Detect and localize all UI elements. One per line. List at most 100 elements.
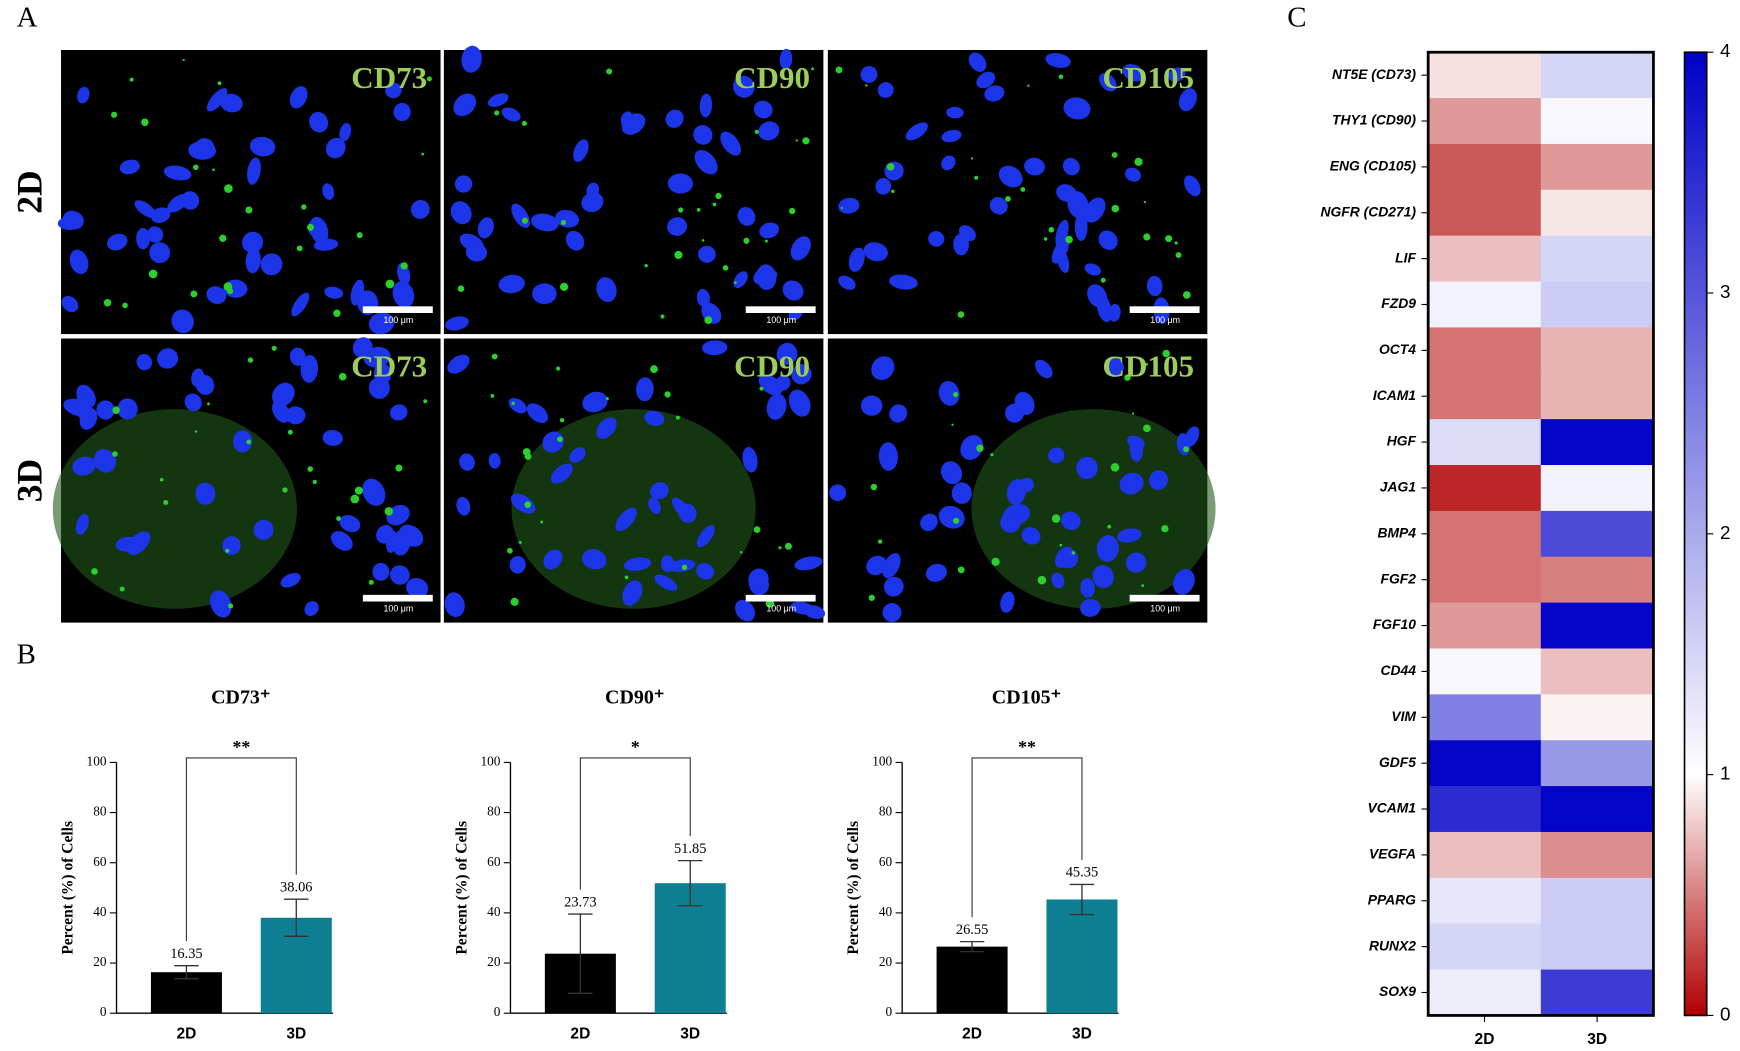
nucleus: [693, 125, 713, 145]
nucleus: [698, 245, 716, 263]
value-label: 23.73: [564, 894, 596, 910]
error-bar: [678, 859, 703, 907]
heatmap-cell: [1540, 52, 1654, 99]
heatmap-cell: [1428, 510, 1542, 558]
marker-signal: [224, 184, 233, 193]
nucleus: [272, 382, 295, 407]
marker-signal: [1110, 463, 1120, 472]
marker-signal: [193, 164, 199, 171]
nucleus: [309, 216, 329, 244]
nucleus: [1018, 477, 1035, 493]
x-tick-label: 3D: [286, 1025, 306, 1042]
scale-bar: [1129, 306, 1200, 313]
nucleus: [650, 482, 669, 500]
marker-signal: [1174, 241, 1178, 245]
marker-signal: [970, 157, 974, 160]
nucleus: [860, 65, 878, 83]
y-tick-label: 0: [100, 1004, 107, 1019]
marker-signal: [312, 479, 317, 485]
gene-label: PPARG: [1368, 891, 1416, 907]
marker-label: CD90: [734, 349, 810, 384]
nucleus: [410, 199, 430, 219]
nucleus: [1168, 67, 1186, 82]
nucleus: [171, 309, 194, 334]
y-tick-label: 20: [487, 954, 501, 969]
gene-label: SOX9: [1379, 983, 1416, 999]
marker-signal: [354, 486, 363, 495]
nucleus: [699, 93, 713, 118]
nucleus: [405, 578, 429, 598]
nucleus: [1084, 197, 1106, 223]
marker-signal: [91, 568, 98, 575]
heatmap-cell: [1428, 602, 1542, 650]
nucleus: [289, 86, 308, 109]
y-axis-label: Percent (%) of Cells: [453, 821, 470, 955]
marker-signal: [194, 430, 198, 433]
nucleus: [393, 102, 411, 122]
nucleus: [465, 243, 488, 262]
y-tick-label: 60: [93, 854, 107, 869]
marker-signal: [811, 67, 815, 71]
nucleus: [941, 129, 962, 143]
value-label: 16.35: [170, 946, 202, 962]
heatmap-frame: [1426, 50, 1655, 1017]
chart-title: CD105⁺: [992, 687, 1061, 709]
nucleus: [1076, 456, 1098, 480]
nucleus: [195, 482, 216, 505]
nucleus: [498, 274, 525, 294]
nucleus: [309, 111, 329, 133]
marker-signal: [1183, 446, 1189, 453]
y-tick-label: 40: [879, 904, 893, 919]
marker-signal: [159, 477, 164, 482]
significance-label: *: [631, 737, 640, 757]
marker-signal: [1143, 233, 1151, 241]
nucleus: [126, 531, 151, 555]
nucleus: [889, 274, 918, 290]
scale-bar-label: 100 μm: [766, 604, 796, 614]
heatmap-cell: [1428, 923, 1542, 971]
nucleus: [1124, 167, 1141, 182]
heatmap-cell: [1540, 694, 1654, 741]
marker-signal: [953, 517, 960, 524]
nucleus: [1062, 157, 1080, 176]
x-tick-label: 3D: [1587, 1031, 1607, 1048]
marker-signal: [225, 548, 230, 553]
marker-signal: [301, 204, 307, 210]
marker-signal: [306, 223, 315, 231]
marker-signal: [696, 208, 701, 212]
value-label: 38.06: [280, 879, 312, 895]
nucleus: [1063, 97, 1091, 120]
y-tick-label: 80: [93, 804, 107, 819]
nucleus: [289, 347, 306, 366]
nucleus: [509, 555, 526, 574]
nucleus: [456, 496, 471, 516]
marker-signal: [246, 439, 252, 445]
marker-signal: [1124, 374, 1131, 381]
marker-signal: [1048, 226, 1055, 233]
marker-signal: [190, 290, 198, 298]
nucleus: [447, 354, 470, 374]
nucleus: [285, 406, 306, 425]
marker-label: CD73: [351, 60, 427, 95]
marker-signal: [368, 579, 374, 585]
nucleus: [877, 82, 894, 98]
gene-label: JAG1: [1380, 479, 1416, 495]
nucleus: [671, 497, 693, 521]
marker-signal: [1071, 551, 1076, 555]
nucleus: [300, 354, 319, 383]
heatmap-cell: [1428, 143, 1542, 191]
gene-label: FGF10: [1373, 616, 1416, 632]
nucleus: [573, 139, 589, 163]
nucleus: [905, 122, 928, 141]
y-tick-label: 0: [494, 1004, 501, 1019]
marker-signal: [559, 418, 565, 423]
marker-signal: [1107, 524, 1112, 529]
error-bar: [174, 965, 199, 980]
nucleus: [330, 531, 353, 551]
nucleus: [878, 442, 898, 471]
nucleus: [1098, 230, 1118, 250]
nucleus: [304, 601, 319, 616]
marker-signal: [1058, 74, 1064, 80]
nucleus: [694, 150, 718, 175]
y-axis-label: Percent (%) of Cells: [845, 821, 862, 955]
